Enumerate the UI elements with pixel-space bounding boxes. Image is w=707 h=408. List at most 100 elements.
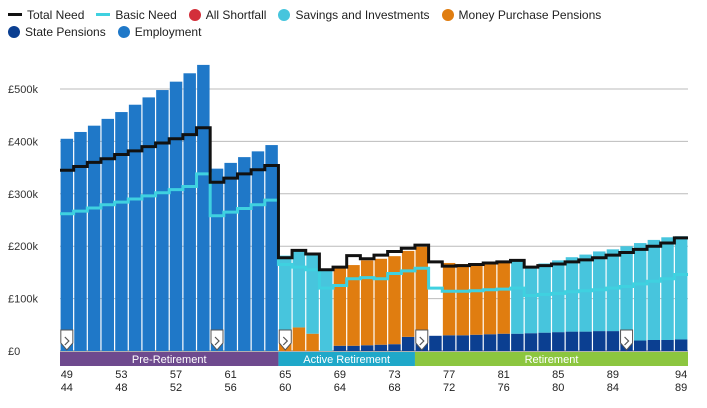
bar-savings (674, 236, 688, 340)
legend-item-state-pensions[interactable]: State Pensions (8, 25, 106, 39)
y-tick-label: £0 (8, 346, 20, 358)
bar-savings (647, 239, 661, 340)
bar-state-pensions (538, 332, 551, 351)
event-marker-chevron-icon (64, 336, 70, 346)
legend-label: Employment (134, 24, 202, 39)
bar-state-pensions (633, 340, 647, 351)
x-tick-label-top: 77 (443, 369, 455, 381)
bar-employment (224, 162, 237, 351)
event-marker-icon (620, 329, 634, 351)
bar-state-pensions (579, 331, 592, 351)
bar-state-pensions (374, 344, 388, 351)
bar-savings (633, 243, 647, 341)
basic-need-swatch-icon (96, 13, 111, 16)
bar-employment (156, 90, 169, 351)
x-tick-label-bottom: 84 (607, 382, 619, 394)
bar-employment (142, 97, 155, 351)
x-tick-label-bottom: 44 (61, 382, 73, 394)
legend-label: Money Purchase Pensions (458, 7, 602, 22)
bar-state-pensions (401, 336, 415, 351)
x-tick-label-bottom: 56 (225, 382, 237, 394)
bar-state-pensions (606, 331, 620, 351)
bar-state-pensions (497, 333, 510, 351)
phase-band (60, 352, 279, 366)
legend-item-employment[interactable]: Employment (117, 24, 202, 39)
x-tick-label-bottom: 80 (552, 382, 564, 394)
bar-savings (511, 260, 524, 334)
bar-state-pensions (483, 334, 497, 351)
x-tick-label-top: 85 (552, 369, 564, 381)
x-tick-label-bottom: 76 (498, 382, 510, 394)
bar-state-pensions (333, 345, 347, 351)
bar-money-purchase (333, 266, 347, 346)
bar-savings (579, 254, 592, 332)
bar-state-pensions (456, 335, 469, 351)
bar-employment (101, 118, 115, 351)
bar-savings (538, 263, 551, 333)
event-marker-chevron-icon (214, 336, 220, 346)
x-tick-label-bottom: 64 (334, 382, 346, 394)
bar-employment (210, 168, 224, 351)
total-need-line (60, 126, 688, 272)
bar-savings (552, 260, 565, 333)
bar-savings (620, 246, 633, 331)
x-tick-label-bottom: 60 (279, 382, 291, 394)
y-tick-label: £200k (8, 241, 38, 253)
bar-state-pensions (429, 335, 442, 351)
bar-money-purchase (401, 250, 415, 337)
bar-state-pensions (593, 331, 606, 351)
legend-row-2: State Pensions Employment (8, 23, 698, 40)
legend-item-total-need[interactable]: Total Need (8, 8, 84, 22)
x-tick-label-top: 69 (334, 369, 346, 381)
bar-money-purchase (306, 333, 319, 351)
bar-savings (606, 249, 620, 332)
bar-money-purchase (456, 264, 469, 336)
event-marker-chevron-icon (282, 336, 289, 346)
phase-label: Pre-Retirement (132, 354, 207, 366)
legend-item-all-shortfall[interactable]: All Shortfall (188, 7, 267, 22)
bar-savings (319, 269, 333, 351)
y-tick-label: £100k (8, 294, 38, 306)
bar-savings (292, 249, 306, 328)
money-purchase-swatch-icon (441, 8, 454, 21)
legend-item-savings[interactable]: Savings and Investments (278, 8, 430, 22)
event-marker-icon (415, 329, 429, 351)
legend-label: State Pensions (25, 24, 106, 39)
bar-money-purchase (360, 260, 374, 346)
savings-swatch-icon (278, 8, 291, 21)
y-tick-label: £500k (8, 84, 38, 96)
bar-money-purchase (483, 262, 497, 335)
bar-savings (279, 255, 292, 341)
all-shortfall-swatch-icon (188, 8, 201, 21)
bar-employment (238, 157, 251, 351)
x-tick-label-top: 49 (61, 369, 73, 381)
x-tick-label-top: 73 (388, 369, 400, 381)
x-tick-label-bottom: 72 (443, 382, 455, 394)
bar-state-pensions (647, 339, 661, 351)
bar-savings (593, 251, 606, 332)
bar-employment (183, 73, 196, 351)
x-tick-label-top: 65 (279, 369, 291, 381)
bar-employment (197, 64, 210, 351)
x-tick-label-bottom: 68 (388, 382, 400, 394)
legend-label: Total Need (27, 7, 85, 22)
legend-item-money-purchase[interactable]: Money Purchase Pensions (441, 7, 602, 22)
legend-label: All Shortfall (205, 7, 267, 22)
y-tick-label: £400k (8, 136, 38, 148)
x-tick-label-bottom: 48 (115, 382, 127, 394)
state-pensions-swatch-icon (8, 25, 20, 38)
phase-band (414, 352, 688, 366)
bar-state-pensions (470, 334, 483, 351)
employment-swatch-icon (117, 25, 130, 38)
bar-employment (74, 131, 87, 351)
x-tick-label-top: 94 (675, 369, 687, 381)
y-tick-label: £300k (8, 189, 38, 201)
chart-legend: Total Need Basic Need All Shortfall Savi… (8, 6, 698, 40)
bar-money-purchase (442, 262, 456, 336)
x-tick-label-top: 57 (170, 369, 182, 381)
phase-label: Active Retirement (303, 354, 390, 366)
bar-state-pensions (524, 333, 538, 351)
bar-state-pensions (511, 333, 524, 351)
legend-item-basic-need[interactable]: Basic Need (96, 8, 177, 22)
total-need-swatch-icon (8, 13, 22, 16)
